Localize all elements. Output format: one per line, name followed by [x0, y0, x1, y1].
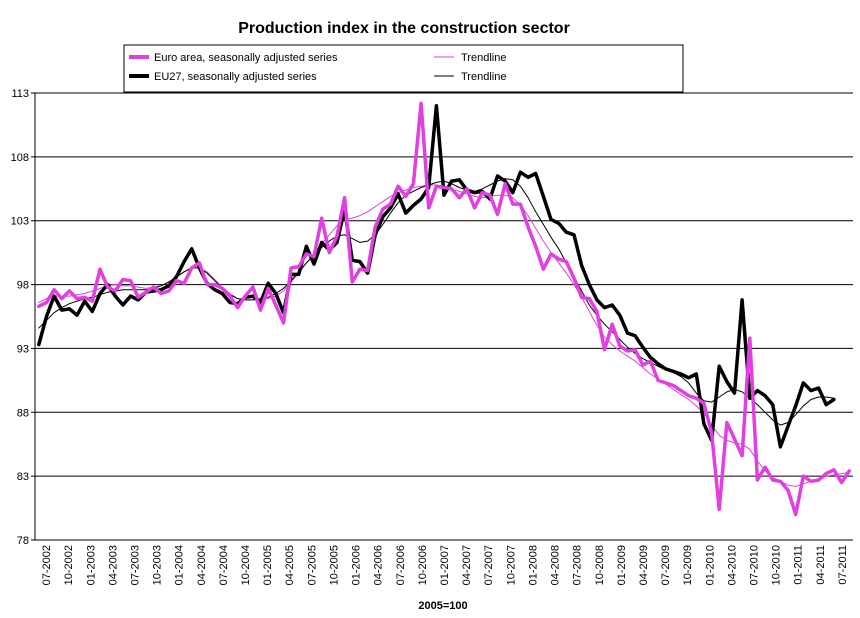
x-tick-label: 10-2008 [594, 545, 606, 585]
x-tick-label: 07-2009 [660, 545, 672, 585]
legend-label-3: Trendline [461, 71, 506, 83]
x-tick-label: 07-2006 [395, 545, 407, 585]
x-tick-label: 07-2008 [572, 545, 584, 585]
legend-label-1: Trendline [461, 52, 506, 64]
x-tick-label: 04-2011 [815, 545, 827, 585]
y-tick-label: 108 [11, 152, 29, 164]
x-tick-label: 01-2008 [527, 545, 539, 585]
y-tick-label: 93 [17, 343, 29, 355]
x-tick-label: 10-2006 [417, 545, 429, 585]
x-tick-labels: 07-2002 10-2002 01-2003 04-2003 07-2003 10-20… [41, 545, 849, 585]
x-tick-label: 10-2009 [682, 545, 694, 585]
series-line-0 [37, 101, 851, 517]
x-tick-label: 07-2010 [749, 545, 761, 585]
x-tick-label: 10-2010 [771, 545, 783, 585]
x-tick-label: 10-2002 [63, 545, 75, 585]
series-line-2 [37, 104, 836, 449]
base-year-note: 2005=100 [418, 600, 467, 612]
x-tick-label: 04-2006 [373, 545, 385, 585]
y-tick-label: 113 [11, 88, 29, 100]
x-tick-label: 07-2004 [218, 545, 230, 585]
x-tick-label: 10-2005 [328, 545, 340, 585]
x-tick-label: 07-2007 [483, 545, 495, 585]
x-tick-label: 01-2010 [704, 545, 716, 585]
x-tick-label: 04-2010 [726, 545, 738, 585]
legend: Euro area, seasonally adjusted series Tr… [123, 44, 684, 93]
series-lines [37, 101, 851, 517]
x-tick-label: 01-2005 [262, 545, 274, 585]
x-tick-label: 10-2003 [152, 545, 164, 585]
x-tick-label: 07-2003 [129, 545, 141, 585]
legend-label-0: Euro area, seasonally adjusted series [154, 52, 338, 64]
x-tick-label: 07-2005 [306, 545, 318, 585]
chart-title: Production index in the construction sec… [238, 20, 570, 37]
x-tick-label: 01-2006 [351, 545, 363, 585]
x-tick-label: 04-2008 [550, 545, 562, 585]
y-tick-label: 88 [17, 407, 29, 419]
x-tick-label: 01-2009 [616, 545, 628, 585]
x-tick-label: 01-2004 [174, 545, 186, 585]
x-tick-label: 04-2004 [196, 545, 208, 585]
x-tick-label: 10-2007 [505, 545, 517, 585]
y-tick-labels: 78 83 88 93 98 103 108 113 [11, 88, 29, 547]
legend-box [123, 44, 684, 93]
legend-label-2: EU27, seasonally adjusted series [154, 71, 317, 83]
y-tick-label: 83 [17, 471, 29, 483]
y-tick-label: 78 [17, 535, 29, 547]
x-tick-label: 10-2004 [240, 545, 252, 585]
y-tick-label: 103 [11, 216, 29, 228]
x-tick-label: 04-2009 [638, 545, 650, 585]
x-tick-label: 07-2002 [41, 545, 53, 585]
x-tick-label: 04-2003 [107, 545, 119, 585]
x-tick-label: 01-2003 [85, 545, 97, 585]
x-tick-label: 07-2011 [837, 545, 849, 585]
y-tick-label: 98 [17, 280, 29, 292]
x-tick-label: 04-2005 [284, 545, 296, 585]
x-tick-label: 01-2011 [793, 545, 805, 585]
x-tick-label: 01-2007 [439, 545, 451, 585]
x-tick-label: 04-2007 [461, 545, 473, 585]
axes [34, 93, 853, 541]
